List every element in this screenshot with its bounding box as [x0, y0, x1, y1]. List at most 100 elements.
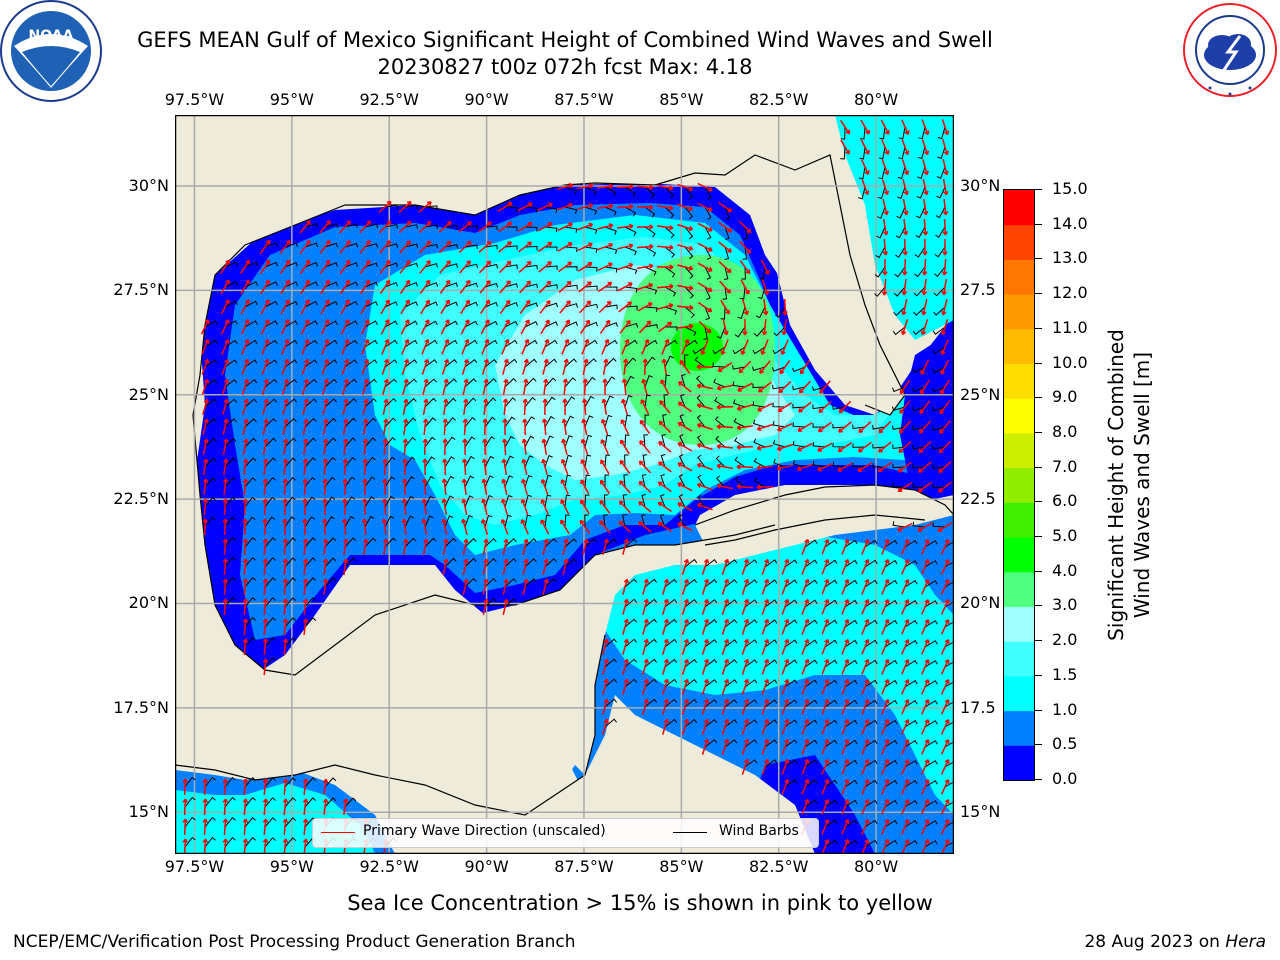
wind-barb [424, 320, 438, 328]
wave-direction-arrow [418, 201, 432, 213]
wave-direction-arrow [262, 518, 268, 535]
wave-direction-arrow [878, 441, 892, 453]
wave-direction-arrow [502, 398, 509, 416]
wave-direction-arrow [482, 598, 489, 615]
wind-barb [704, 186, 712, 200]
wave-direction-arrow [881, 678, 890, 695]
colorbar-swatch [1004, 641, 1034, 677]
wave-direction-arrow [602, 538, 609, 555]
wave-direction-arrow [701, 578, 710, 595]
wind-barb [244, 437, 257, 448]
wave-direction-arrow [881, 838, 890, 854]
wind-barb [244, 457, 257, 468]
wind-barb [704, 598, 718, 608]
wind-barb [604, 698, 617, 708]
wave-direction-arrow [282, 578, 289, 596]
wind-barb [504, 358, 518, 368]
wave-direction-arrow [759, 360, 771, 374]
wave-direction-arrow [577, 183, 594, 190]
wave-direction-arrow [841, 599, 850, 615]
wave-direction-arrow [261, 358, 270, 375]
wind-barb [584, 474, 591, 488]
wind-barb [696, 414, 706, 428]
wave-direction-arrow [540, 319, 550, 335]
wind-barb [384, 224, 398, 229]
wave-direction-arrow [577, 222, 594, 231]
wind-barb [364, 339, 378, 348]
wave-direction-arrow [657, 184, 674, 191]
wind-barb [464, 557, 477, 568]
wave-direction-arrow [202, 438, 209, 455]
wind-barb [844, 699, 858, 708]
wind-barb [924, 720, 938, 728]
wave-direction-arrow [300, 319, 310, 335]
wind-barb [364, 398, 377, 408]
wind-barb [812, 441, 826, 448]
wave-direction-arrow [542, 538, 549, 555]
wind-barb [764, 759, 778, 768]
wave-direction-arrow [821, 719, 830, 735]
wind-barb [324, 398, 337, 408]
wind-barb [644, 698, 658, 708]
wave-direction-arrow [282, 438, 289, 456]
wind-barb [644, 286, 658, 295]
wave-direction-arrow [577, 242, 593, 252]
wave-direction-arrow [921, 299, 928, 316]
wind-barb [464, 358, 478, 368]
wind-barb [484, 397, 497, 408]
wind-barb [764, 599, 778, 608]
wind-barb [624, 598, 638, 608]
wind-barb [933, 286, 946, 297]
wave-direction-arrow [901, 119, 910, 135]
wind-barb [344, 359, 358, 368]
wind-barb [284, 597, 297, 608]
wind-barb [264, 817, 277, 828]
wave-direction-arrow [781, 738, 790, 755]
wave-direction-arrow [322, 458, 329, 476]
colorbar-label-line1: Significant Height of Combined [1104, 329, 1128, 641]
wind-barb [444, 244, 458, 249]
wave-direction-arrow [222, 598, 229, 616]
wind-barb [404, 397, 417, 408]
wave-direction-arrow [637, 282, 654, 291]
wind-barb [713, 378, 726, 388]
wind-barb [344, 301, 358, 308]
wind-barb [384, 339, 398, 348]
wind-barb [364, 243, 378, 248]
wave-direction-arrow [841, 839, 850, 854]
wave-direction-arrow [716, 483, 733, 490]
wind-barb [304, 242, 319, 248]
wind-barb [664, 186, 675, 199]
wave-direction-arrow [302, 478, 309, 496]
wave-direction-arrow [382, 378, 390, 395]
wave-direction-arrow [442, 538, 449, 556]
wave-direction-arrow [442, 438, 448, 456]
wind-barb [544, 415, 555, 428]
wave-direction-arrow [501, 478, 508, 495]
wave-direction-arrow [321, 339, 330, 355]
wave-direction-arrow [918, 440, 932, 454]
wind-barb [812, 460, 826, 468]
wave-direction-arrow [661, 718, 670, 735]
wind-barb [644, 578, 658, 588]
wave-direction-arrow [676, 304, 694, 311]
wave-direction-arrow [881, 618, 890, 635]
wave-direction-arrow [698, 320, 712, 334]
wind-barb [444, 495, 454, 508]
wind-barb [924, 620, 938, 628]
wave-direction-arrow [282, 838, 289, 854]
wind-barb [784, 579, 798, 588]
wave-direction-arrow [638, 521, 652, 533]
lon-tick-bottom: 95°W [269, 857, 314, 876]
wind-barb [904, 600, 918, 608]
wind-barb [264, 557, 277, 568]
wave-direction-arrow [517, 202, 533, 212]
wave-direction-arrow [323, 438, 329, 456]
wind-barb [304, 359, 318, 368]
wave-direction-arrow [221, 339, 230, 355]
wave-direction-arrow [621, 378, 628, 396]
wave-direction-arrow [359, 259, 371, 274]
wave-direction-arrow [721, 558, 730, 575]
wind-barb [424, 359, 438, 368]
wind-barb [684, 698, 698, 708]
